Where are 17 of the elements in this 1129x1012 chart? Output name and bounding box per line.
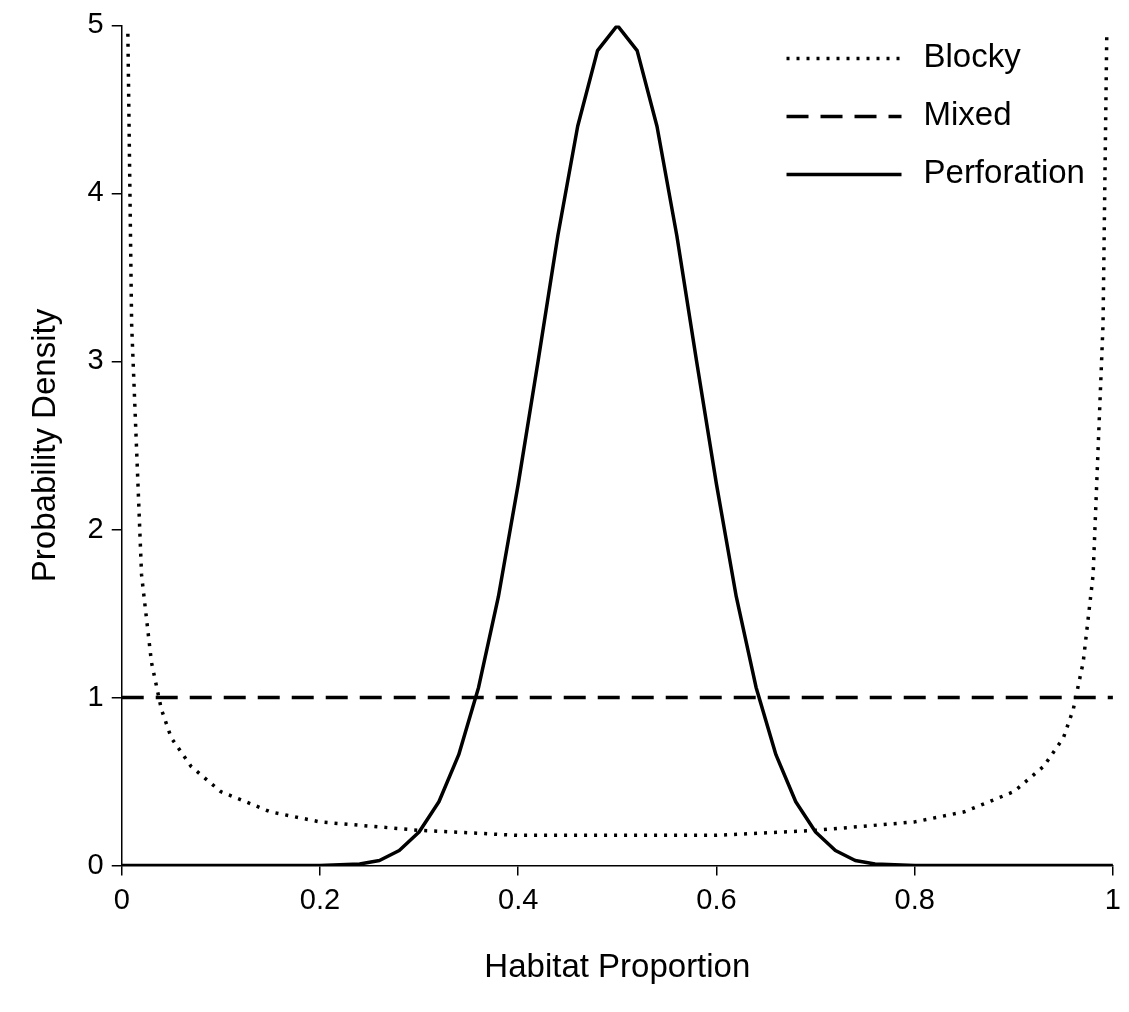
legend-label: Perforation — [923, 153, 1085, 191]
x-tick-label: 0.6 — [696, 883, 737, 915]
y-axis-title: Probability Density — [24, 308, 62, 583]
y-tick-label: 2 — [87, 511, 104, 544]
legend-label: Mixed — [923, 95, 1012, 133]
legend-label: Blocky — [923, 37, 1022, 75]
x-tick-label: 0.2 — [299, 883, 341, 915]
y-tick-label: 0 — [87, 847, 104, 880]
y-tick-label: 4 — [87, 175, 104, 208]
y-tick-label: 3 — [87, 343, 104, 376]
x-tick-label: 0 — [113, 883, 130, 915]
x-axis-title: Habitat Proportion — [484, 947, 751, 985]
x-tick-label: 0.4 — [498, 883, 539, 915]
x-tick-label: 1 — [1104, 883, 1122, 915]
y-tick-label: 5 — [87, 7, 104, 40]
y-tick-label: 1 — [87, 679, 104, 712]
x-tick-label: 0.8 — [894, 883, 935, 915]
